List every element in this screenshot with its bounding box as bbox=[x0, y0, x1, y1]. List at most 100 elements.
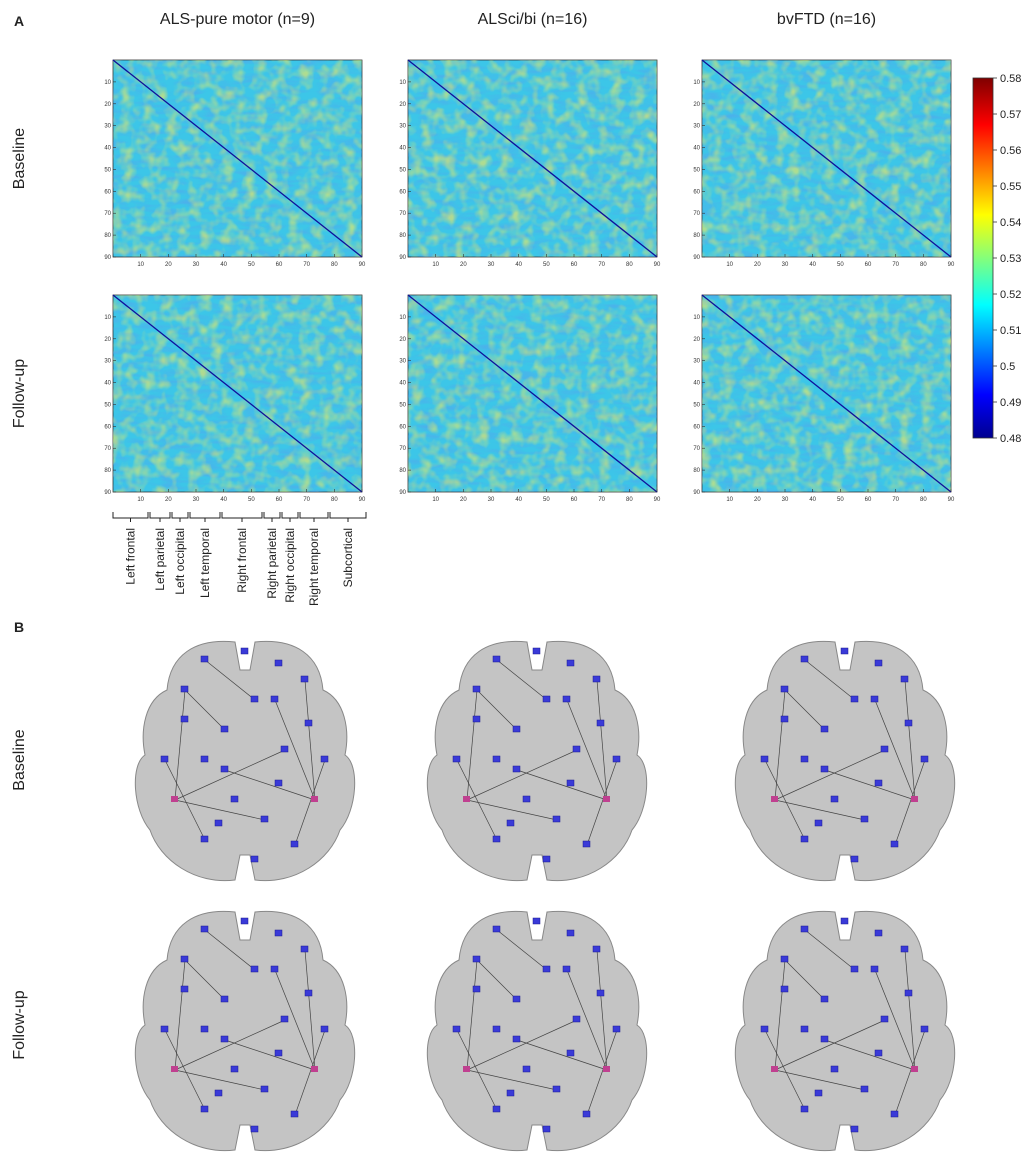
y-tick-label: 80 bbox=[104, 468, 111, 474]
x-tick-label: 40 bbox=[809, 497, 816, 503]
x-tick-label: 70 bbox=[303, 497, 310, 503]
panel-label: B bbox=[14, 619, 24, 635]
x-tick-label: 30 bbox=[782, 262, 789, 268]
region-label: Right frontal bbox=[235, 528, 249, 593]
y-tick-label: 70 bbox=[693, 211, 700, 217]
y-tick-label: 10 bbox=[104, 315, 111, 321]
y-tick-label: 60 bbox=[104, 424, 111, 430]
column-title: bvFTD (n=16) bbox=[777, 11, 876, 28]
y-tick-label: 30 bbox=[399, 124, 406, 130]
colorbar bbox=[973, 78, 993, 438]
x-tick-label: 20 bbox=[754, 262, 761, 268]
colorbar-tick-label: 0.49 bbox=[1000, 397, 1021, 409]
y-tick-label: 70 bbox=[104, 446, 111, 452]
x-tick-label: 70 bbox=[598, 262, 605, 268]
colorbar-tick-label: 0.54 bbox=[1000, 217, 1021, 229]
y-tick-label: 80 bbox=[399, 468, 406, 474]
x-tick-label: 20 bbox=[165, 262, 172, 268]
x-tick-label: 20 bbox=[165, 497, 172, 503]
y-tick-label: 10 bbox=[693, 80, 700, 86]
x-tick-label: 40 bbox=[809, 262, 816, 268]
y-tick-label: 60 bbox=[399, 189, 406, 195]
x-tick-label: 20 bbox=[460, 497, 467, 503]
row-label: Follow-up bbox=[11, 990, 28, 1059]
x-tick-label: 80 bbox=[920, 262, 927, 268]
colorbar-tick-label: 0.58 bbox=[1000, 73, 1021, 85]
x-tick-label: 60 bbox=[276, 262, 283, 268]
colorbar-tick-label: 0.53 bbox=[1000, 253, 1021, 265]
brain-network bbox=[427, 911, 646, 1150]
x-tick-label: 90 bbox=[359, 497, 366, 503]
x-tick-label: 30 bbox=[488, 497, 495, 503]
colorbar-tick-label: 0.57 bbox=[1000, 109, 1021, 121]
panel-label: A bbox=[14, 13, 24, 29]
bracket bbox=[150, 512, 170, 522]
y-tick-label: 10 bbox=[104, 80, 111, 86]
column-title: ALS-pure motor (n=9) bbox=[160, 11, 315, 28]
bracket bbox=[172, 512, 188, 522]
y-tick-label: 60 bbox=[104, 189, 111, 195]
colorbar-tick-label: 0.51 bbox=[1000, 325, 1021, 337]
region-label: Left occipital bbox=[173, 528, 187, 595]
y-tick-label: 40 bbox=[104, 381, 111, 387]
bracket bbox=[113, 512, 148, 522]
y-tick-label: 80 bbox=[693, 233, 700, 239]
x-tick-label: 20 bbox=[460, 262, 467, 268]
x-tick-label: 90 bbox=[948, 497, 955, 503]
x-tick-label: 50 bbox=[543, 497, 550, 503]
y-tick-label: 40 bbox=[693, 381, 700, 387]
x-tick-label: 90 bbox=[948, 262, 955, 268]
x-tick-label: 50 bbox=[543, 262, 550, 268]
x-tick-label: 50 bbox=[248, 497, 255, 503]
y-tick-label: 70 bbox=[399, 211, 406, 217]
region-label: Left temporal bbox=[198, 528, 212, 598]
y-tick-label: 90 bbox=[399, 255, 406, 261]
bracket bbox=[222, 512, 262, 522]
y-tick-label: 90 bbox=[693, 490, 700, 496]
y-tick-label: 30 bbox=[104, 359, 111, 365]
brain-network bbox=[135, 641, 354, 880]
region-label: Right temporal bbox=[307, 528, 321, 606]
x-tick-label: 40 bbox=[515, 262, 522, 268]
region-label: Left parietal bbox=[153, 528, 167, 591]
region-label: Right parietal bbox=[265, 528, 279, 599]
y-tick-label: 50 bbox=[399, 402, 406, 408]
x-tick-label: 30 bbox=[782, 497, 789, 503]
y-tick-label: 40 bbox=[104, 146, 111, 152]
x-tick-label: 70 bbox=[598, 497, 605, 503]
y-tick-label: 70 bbox=[693, 446, 700, 452]
y-tick-label: 40 bbox=[693, 146, 700, 152]
y-tick-label: 70 bbox=[104, 211, 111, 217]
row-label: Follow-up bbox=[11, 359, 28, 428]
y-tick-label: 30 bbox=[693, 124, 700, 130]
y-tick-label: 90 bbox=[693, 255, 700, 261]
colorbar-tick-label: 0.52 bbox=[1000, 289, 1021, 301]
x-tick-label: 10 bbox=[432, 262, 439, 268]
x-tick-label: 40 bbox=[515, 497, 522, 503]
colorbar-tick-label: 0.48 bbox=[1000, 433, 1021, 445]
bracket bbox=[190, 512, 220, 522]
bracket bbox=[300, 512, 328, 522]
x-tick-label: 30 bbox=[193, 262, 200, 268]
x-tick-label: 50 bbox=[248, 262, 255, 268]
x-tick-label: 40 bbox=[220, 262, 227, 268]
x-tick-label: 90 bbox=[654, 262, 661, 268]
colorbar-tick-label: 0.56 bbox=[1000, 145, 1021, 157]
x-tick-label: 70 bbox=[892, 262, 899, 268]
x-tick-label: 30 bbox=[193, 497, 200, 503]
x-tick-label: 50 bbox=[837, 497, 844, 503]
brain-network bbox=[135, 911, 354, 1150]
y-tick-label: 10 bbox=[399, 315, 406, 321]
column-title: ALSci/bi (n=16) bbox=[478, 11, 588, 28]
y-tick-label: 50 bbox=[693, 167, 700, 173]
y-tick-label: 20 bbox=[399, 102, 406, 108]
y-tick-label: 90 bbox=[104, 255, 111, 261]
y-tick-label: 20 bbox=[104, 337, 111, 343]
bracket bbox=[330, 512, 366, 522]
y-tick-label: 50 bbox=[104, 402, 111, 408]
x-tick-label: 10 bbox=[432, 497, 439, 503]
y-tick-label: 40 bbox=[399, 146, 406, 152]
y-tick-label: 60 bbox=[399, 424, 406, 430]
x-tick-label: 60 bbox=[276, 497, 283, 503]
x-tick-label: 80 bbox=[626, 497, 633, 503]
